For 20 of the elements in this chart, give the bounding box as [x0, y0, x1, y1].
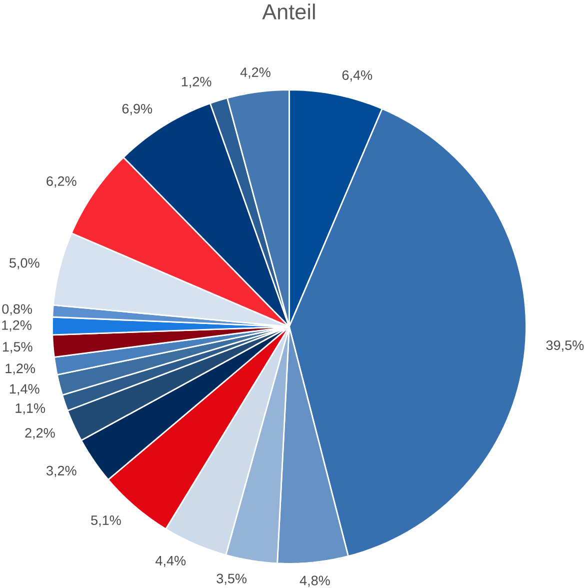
chart-title: Anteil [262, 4, 315, 20]
data-label: 5,1% [90, 516, 121, 527]
data-label: 3,5% [216, 574, 246, 585]
data-label: 6,9% [122, 104, 152, 116]
data-label: 6,2% [46, 176, 76, 188]
data-label: 5,0% [9, 258, 40, 270]
data-label: 1,2% [182, 76, 212, 88]
data-label: 3,2% [46, 466, 76, 478]
data-label: 6,4% [342, 70, 372, 82]
data-label: 4,4% [155, 556, 186, 568]
data-label: 2,2% [25, 428, 55, 440]
data-label: 4,2% [240, 67, 270, 79]
data-label: 1,2% [6, 364, 35, 375]
data-label: 1,2% [2, 320, 32, 332]
data-label: 0,8% [2, 304, 32, 316]
data-label: 4,8% [300, 576, 330, 587]
data-label: 1,5% [2, 342, 32, 354]
data-label: 1,1% [16, 403, 45, 415]
data-label: 39,5% [546, 340, 584, 352]
data-label: 1,4% [10, 384, 40, 396]
